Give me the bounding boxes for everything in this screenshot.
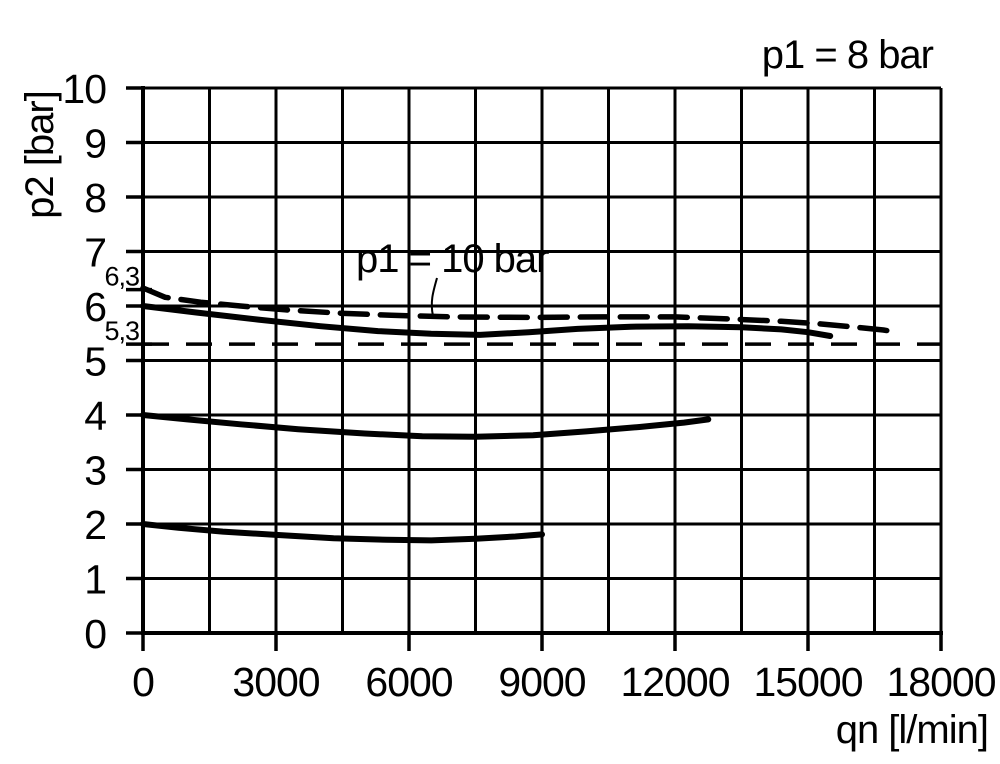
x-tick-label: 9000 [498, 659, 585, 705]
x-tick-label: 0 [132, 659, 154, 705]
annotation-p1-10bar: p1 = 10 bar [356, 237, 549, 281]
y-tick-label: 10 [62, 66, 106, 112]
series-layer [140, 285, 900, 544]
y-tick-label: 8 [84, 175, 106, 221]
x-tick-label: 15000 [753, 659, 862, 705]
y-tick-label: 0 [84, 611, 106, 657]
y-tick-label: 9 [84, 121, 106, 167]
p1-8bar-setting-4bar-curve [140, 412, 712, 440]
y-tick-label: 7 [84, 230, 106, 276]
x-tick-label: 12000 [620, 659, 729, 705]
y-extra-label: 6,3 [104, 262, 139, 292]
y-tick-label: 4 [84, 393, 106, 439]
x-axis-title: qn [l/min] [836, 708, 988, 752]
x-tick-label: 18000 [886, 659, 995, 705]
tick-layer [126, 86, 943, 651]
grid-layer [141, 86, 943, 635]
y-extra-label: 5,3 [104, 316, 139, 346]
y-tick-label: 6 [84, 284, 106, 330]
p1-8bar-setting-6bar-curve [140, 303, 834, 339]
y-tick-label: 5 [84, 339, 106, 385]
y-axis-title: p2 [bar] [18, 91, 62, 219]
p1-10bar-leader-line [430, 277, 438, 317]
tick-label-layer: 0 3000 6000 9000 12000 15000 18000109876543210… [62, 66, 996, 705]
y-tick-label: 3 [84, 448, 106, 494]
x-tick-label: 6000 [365, 659, 452, 705]
y-tick-label: 1 [84, 557, 106, 603]
annotation-p1-8bar: p1 = 8 bar [762, 33, 934, 77]
y-tick-label: 2 [84, 502, 106, 548]
p1-10bar-curve [140, 285, 900, 335]
x-tick-label: 3000 [232, 659, 319, 705]
p1-8bar-setting-2bar-curve [140, 521, 545, 544]
